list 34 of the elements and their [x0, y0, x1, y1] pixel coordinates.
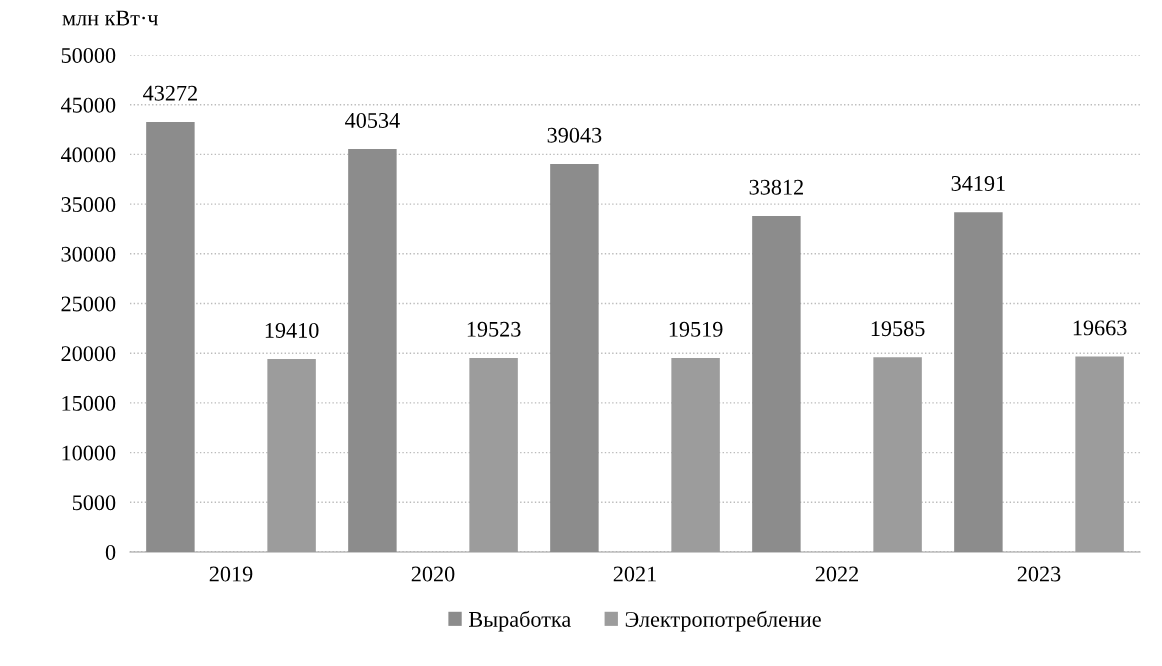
- y-tick-label: 10000: [62, 445, 116, 461]
- y-tick-label: 35000: [61, 197, 116, 213]
- y-tick-label: 30000: [61, 246, 116, 262]
- y-tick-label: 40000: [60, 147, 116, 163]
- x-tick-label: 2020: [411, 566, 455, 582]
- y-tick-label: 50000: [61, 47, 116, 63]
- data-label: 40534: [345, 112, 400, 128]
- data-label: 34191: [951, 176, 1005, 191]
- y-tick-label: 5000: [72, 495, 116, 511]
- data-label: 19519: [669, 321, 723, 337]
- data-label: 33812: [749, 179, 803, 195]
- legend-label: Электропотребление: [625, 610, 821, 632]
- y-tick-label: 15000: [62, 395, 116, 411]
- y-tick-label: 20000: [61, 346, 116, 362]
- data-label: 39043: [547, 127, 602, 143]
- bar: [146, 121, 195, 552]
- bar: [752, 215, 801, 552]
- y-tick-label: 45000: [60, 97, 116, 113]
- x-tick-label: 2023: [1017, 566, 1061, 582]
- data-label: 19585: [871, 321, 925, 337]
- legend-label: Выработка: [469, 610, 571, 632]
- x-tick-label: 2022: [815, 566, 858, 582]
- bar: [550, 163, 599, 552]
- y-axis-title: млн кВт·ч: [62, 10, 158, 26]
- bar: [348, 149, 397, 552]
- x-tick-label: 2019: [209, 566, 253, 582]
- data-label: 43272: [143, 85, 197, 101]
- data-label: 19663: [1073, 320, 1127, 336]
- y-tick-label: 0: [105, 544, 116, 560]
- y-tick-label: 25000: [61, 296, 116, 312]
- x-tick-label: 2021: [613, 566, 656, 582]
- data-label: 19410: [265, 322, 319, 338]
- data-label: 19523: [467, 321, 521, 337]
- bar: [954, 212, 1003, 552]
